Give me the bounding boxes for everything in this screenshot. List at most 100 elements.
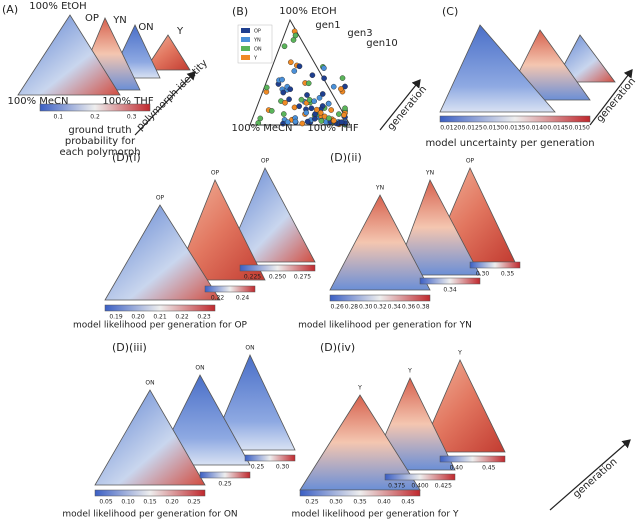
colorbar (384, 473, 456, 481)
scatter-point (306, 97, 313, 103)
colorbar-tick-label: 0.40 (450, 465, 464, 472)
triangle-label: OP (156, 195, 165, 202)
scatter-point (319, 91, 326, 97)
arrow (589, 69, 633, 126)
scatter-point (331, 117, 337, 124)
colorbar-tick-label: 0.19 (109, 314, 123, 321)
colorbar (204, 285, 256, 293)
scatter-point (281, 43, 288, 50)
legend-label: OP (254, 29, 261, 35)
colorbar-tick-label: 0.28 (345, 304, 359, 311)
panel-label: (D)(iv) (320, 341, 355, 354)
colorbar (199, 471, 251, 479)
ternary-plot (144, 34, 191, 71)
scatter-point (280, 89, 287, 96)
colorbar (244, 454, 296, 462)
scatter-point (309, 72, 316, 78)
scatter-point (304, 92, 310, 98)
scatter-point (330, 83, 337, 90)
scatter-point (318, 118, 325, 124)
colorbar-tick-label: 0.0145 (547, 125, 568, 132)
colorbar-tick-label: 0.45 (401, 499, 415, 506)
colorbar (239, 264, 316, 272)
scatter-point (321, 65, 327, 71)
colorbar-tick-label: 0.40 (377, 499, 391, 506)
scatter-point (321, 75, 327, 82)
colorbar-tick-label: 0.30 (276, 464, 290, 471)
triangle-label: ON (145, 380, 154, 387)
panel-label: (A) (2, 3, 18, 16)
colorbar-tick-label: 0.34 (443, 287, 457, 294)
colorbar-tick-label: 0.36 (402, 304, 416, 311)
triangle-label: Y (457, 350, 462, 357)
panel-label: (D)(ii) (330, 151, 362, 164)
scatter-point (288, 59, 294, 66)
colorbar-tick-label: 0.34 (388, 304, 402, 311)
legend-swatch (241, 46, 250, 51)
vertex-label: 100% THF (307, 123, 358, 134)
colorbar-tick-label: 0.0125 (462, 125, 483, 132)
scatter-point (282, 99, 288, 106)
triangles (17, 14, 616, 491)
colorbar-tick-label: 0.21 (153, 314, 167, 321)
generation-label: gen10 (366, 38, 398, 49)
scatter-point (255, 120, 262, 126)
colorbar-tick-label: 0.0150 (569, 125, 590, 132)
colorbar-tick-label: 0.30 (359, 304, 373, 311)
panel-label: (D)(iii) (112, 341, 147, 354)
scatter-point (291, 68, 298, 74)
colorbar-tick-label: 0.20 (165, 499, 179, 506)
colorbar-tick-label: 0.22 (175, 314, 189, 321)
colorbar-tick-label: 0.0140 (526, 125, 547, 132)
ternary-plot (439, 24, 556, 113)
colorbar-tick-label: 0.400 (411, 483, 428, 490)
colorbar-tick-label: 0.0135 (505, 125, 526, 132)
colorbar-tick-label: 0.25 (305, 499, 319, 506)
colorbar-tick-label: 0.26 (330, 304, 344, 311)
colorbar-tick-label: 0.35 (353, 499, 367, 506)
colorbar (104, 304, 216, 312)
scatter-point (305, 80, 312, 87)
arrow (379, 79, 421, 131)
vertex-label: 100% THF (102, 96, 153, 107)
ternary-plot (17, 14, 121, 96)
arrows (134, 69, 633, 511)
colorbar-tick-label: 0.24 (236, 295, 250, 302)
scatter-point (303, 109, 310, 116)
colorbar-tick-label: 0.05 (99, 499, 113, 506)
polymorph-label: ON (138, 22, 153, 33)
colorbar (439, 115, 591, 123)
vertex-label: 100% MeCN (7, 96, 68, 107)
caption: model likelihood per generation for OP (73, 321, 248, 331)
triangle-label: OP (466, 158, 475, 165)
legend-label: YN (253, 38, 261, 44)
scatter-point (326, 115, 332, 121)
triangle-label: ON (245, 345, 254, 352)
scatter-point (292, 118, 299, 125)
scatter-point (296, 63, 303, 70)
ternary-plot (94, 389, 206, 486)
panel-label: (D)(i) (112, 151, 141, 164)
caption: model uncertainty per generation (425, 138, 594, 149)
colorbar-tick-label: 0.375 (388, 483, 405, 490)
colorbar-tick-label: 0.425 (435, 483, 452, 490)
colorbar-tick-label: 0.20 (131, 314, 145, 321)
scatter-point (257, 115, 264, 122)
scatter-point (298, 96, 305, 103)
caption: probability for (65, 136, 136, 147)
legend-swatch (241, 55, 250, 60)
scatter-point (338, 119, 345, 125)
ternary-plot (554, 34, 616, 83)
scatter-point (268, 108, 275, 114)
colorbar (94, 489, 206, 497)
colorbar-tick-label: 0.2 (90, 114, 100, 121)
colorbar-tick-label: 0.30 (329, 499, 343, 506)
scatter-point (328, 107, 334, 113)
scatter-point (336, 111, 342, 117)
colorbar-tick-label: 0.3 (127, 114, 137, 121)
ternary-plot (174, 179, 266, 281)
scatter-point (325, 100, 332, 107)
vertex-label: 100% EtOH (29, 1, 86, 12)
ternary-plot (394, 179, 481, 276)
